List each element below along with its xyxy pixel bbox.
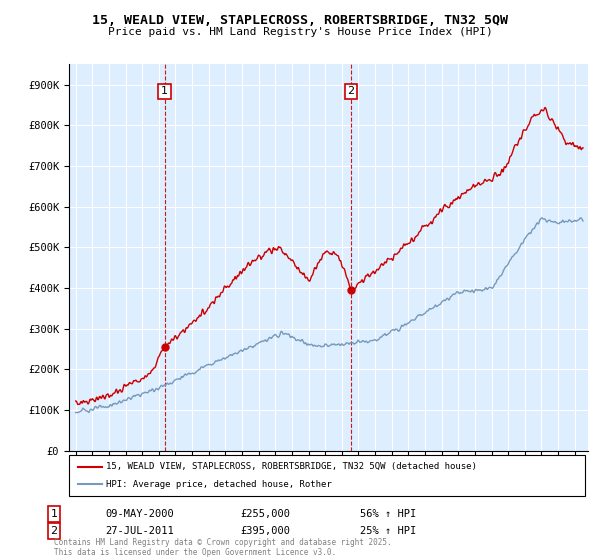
Text: 2: 2 [50, 526, 58, 536]
Text: 56% ↑ HPI: 56% ↑ HPI [360, 509, 416, 519]
Text: £255,000: £255,000 [240, 509, 290, 519]
Text: 15, WEALD VIEW, STAPLECROSS, ROBERTSBRIDGE, TN32 5QW: 15, WEALD VIEW, STAPLECROSS, ROBERTSBRID… [92, 14, 508, 27]
Text: 1: 1 [161, 86, 168, 96]
Text: 25% ↑ HPI: 25% ↑ HPI [360, 526, 416, 536]
Text: Price paid vs. HM Land Registry's House Price Index (HPI): Price paid vs. HM Land Registry's House … [107, 27, 493, 37]
Text: 09-MAY-2000: 09-MAY-2000 [105, 509, 174, 519]
Text: £395,000: £395,000 [240, 526, 290, 536]
Text: 27-JUL-2011: 27-JUL-2011 [105, 526, 174, 536]
Text: 2: 2 [347, 86, 355, 96]
Text: HPI: Average price, detached house, Rother: HPI: Average price, detached house, Roth… [106, 480, 332, 489]
Text: Contains HM Land Registry data © Crown copyright and database right 2025.
This d: Contains HM Land Registry data © Crown c… [54, 538, 392, 557]
Text: 1: 1 [50, 509, 58, 519]
Text: 15, WEALD VIEW, STAPLECROSS, ROBERTSBRIDGE, TN32 5QW (detached house): 15, WEALD VIEW, STAPLECROSS, ROBERTSBRID… [106, 462, 477, 471]
